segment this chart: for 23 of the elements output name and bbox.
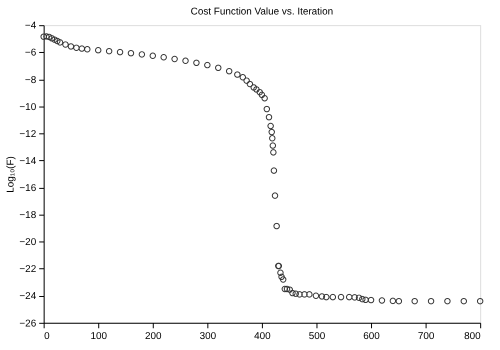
x-tick-label: 400 (254, 331, 272, 342)
y-tick-label: −8 (24, 74, 37, 86)
y-tick-label: −14 (19, 156, 37, 167)
x-tick-label: 500 (308, 331, 326, 342)
y-axis-title: Log₁₀(F) (5, 156, 16, 193)
y-tick-label: −16 (19, 182, 37, 194)
y-tick-label: −26 (19, 318, 37, 330)
y-tick-label: −4 (24, 20, 37, 32)
y-tick-label: −24 (19, 291, 37, 302)
y-tick-label: −6 (24, 48, 37, 59)
x-tick-label: 200 (145, 331, 162, 342)
y-tick-label: −18 (19, 210, 37, 222)
x-tick-label: 300 (200, 331, 217, 342)
chart-title: Cost Function Value vs. Iteration (190, 6, 334, 18)
x-tick-label: 700 (418, 331, 435, 342)
y-tick-label: −12 (19, 128, 37, 140)
x-tick-label: 800 (464, 331, 482, 342)
x-tick-label: 0 (44, 331, 50, 342)
y-tick-label: −22 (19, 264, 37, 276)
y-tick-label: −20 (19, 237, 37, 248)
y-tick-label: −10 (19, 102, 37, 113)
x-tick-label: 600 (363, 331, 380, 342)
x-tick-label: 100 (90, 331, 108, 342)
